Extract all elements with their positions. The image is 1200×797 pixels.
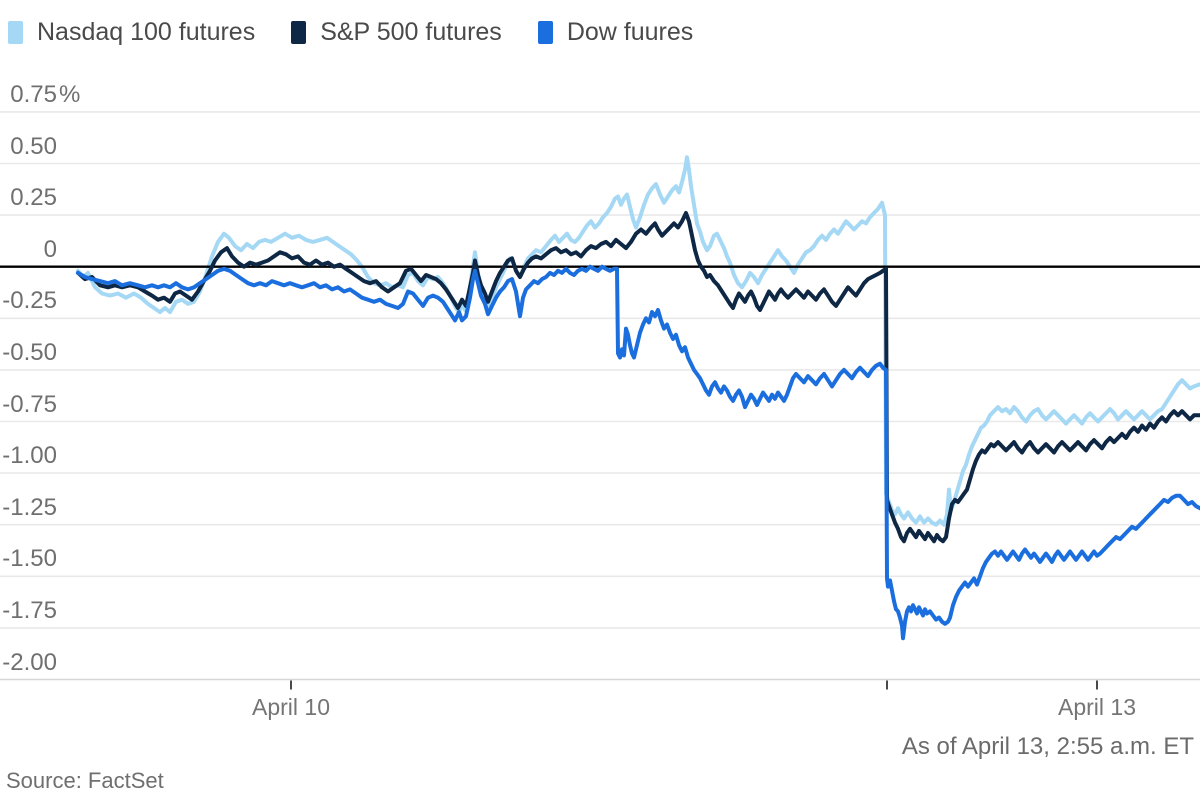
y-axis-label: -2.00 — [2, 649, 57, 676]
y-axis-label: -0.25 — [2, 287, 57, 314]
legend-swatch-icon — [537, 21, 553, 44]
y-axis-label: 0 — [43, 236, 57, 263]
as-of-timestamp: As of April 13, 2:55 a.m. ET — [901, 733, 1194, 760]
sp500-line — [76, 211, 1200, 544]
y-axis-label: -1.00 — [2, 442, 57, 469]
y-axis-label: -1.50 — [2, 545, 57, 572]
y-axis-label: 0.75% — [10, 81, 81, 108]
nasdaq-line — [76, 155, 1200, 527]
y-axis-label: 0.50 — [10, 133, 57, 160]
legend-label: Nasdaq 100 futures — [37, 18, 256, 46]
y-axis-label: -1.75 — [2, 597, 57, 624]
legend-item: Nasdaq 100 futures — [8, 18, 255, 47]
y-axis-label: -0.50 — [2, 339, 57, 366]
legend-label: Dow fuures — [566, 18, 694, 46]
y-axis-label: -0.75 — [2, 391, 57, 418]
percent-unit: % — [59, 81, 81, 108]
chart-legend: Nasdaq 100 futures S&P 500 futures Dow fuu… — [8, 18, 693, 47]
legend-label: S&P 500 futures — [320, 18, 502, 46]
legend-item: S&P 500 futures — [291, 18, 502, 47]
legend-item: Dow fuures — [537, 18, 694, 47]
dow-line — [76, 264, 1200, 641]
source-credit: Source: FactSet — [6, 768, 164, 793]
legend-swatch-icon — [291, 21, 307, 44]
x-axis-label: April 13 — [1058, 694, 1136, 720]
y-axis-label: 0.25 — [10, 184, 57, 211]
legend-swatch-icon — [8, 21, 23, 44]
x-axis-label: April 10 — [252, 694, 330, 720]
y-axis-label: -1.25 — [2, 494, 57, 521]
